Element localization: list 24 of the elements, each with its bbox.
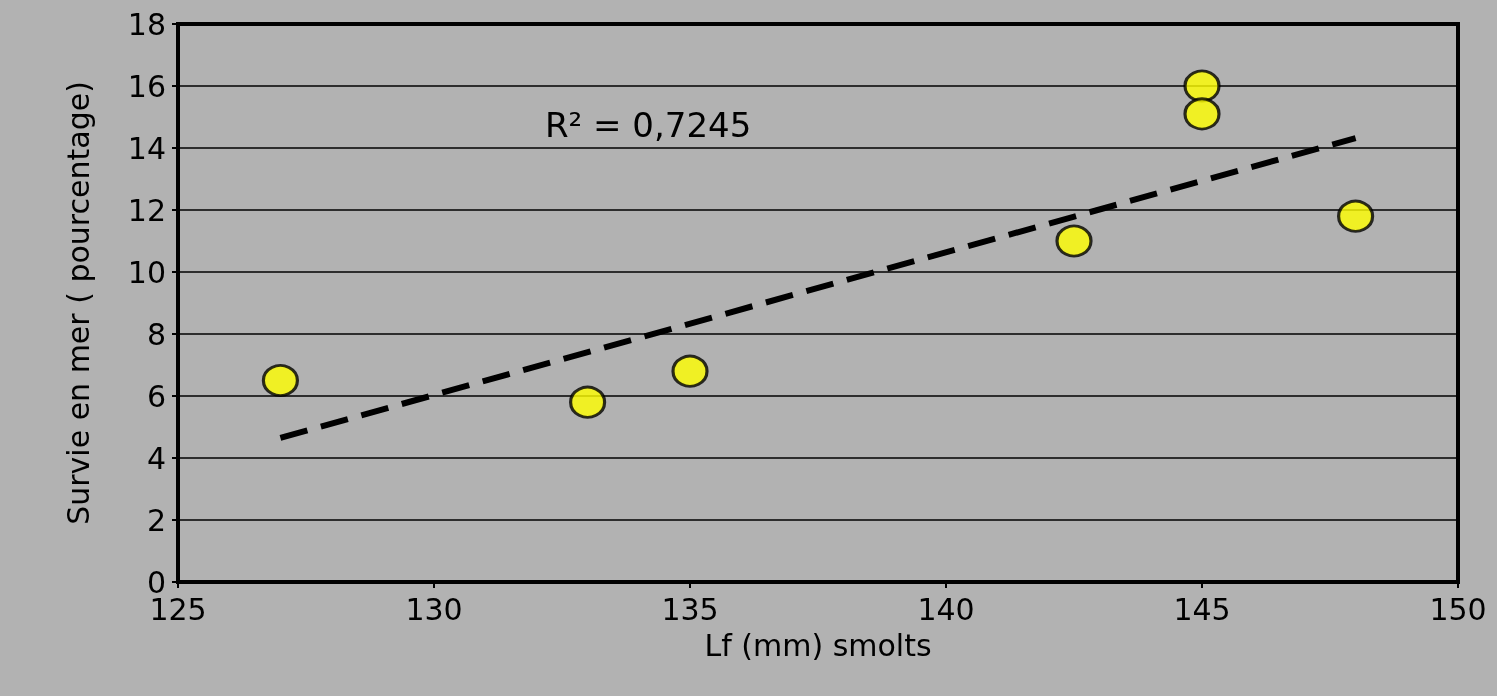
x-tick-label: 140 — [917, 591, 975, 627]
x-axis-title: Lf (mm) smolts — [704, 627, 932, 663]
annotation: R² = 0,7245 — [545, 105, 752, 145]
y-tick-label: 12 — [127, 192, 166, 228]
y-tick-label: 8 — [146, 316, 166, 352]
y-axis-title: Survie en mer ( pourcentage) — [60, 81, 96, 525]
x-tick-label: 150 — [1429, 591, 1487, 627]
y-tick-label: 14 — [127, 130, 166, 166]
point — [261, 364, 299, 397]
point — [1183, 97, 1221, 131]
y-tick-label: 4 — [146, 440, 166, 476]
y-tick-label: 6 — [146, 378, 166, 414]
y-tick-label: 10 — [127, 254, 166, 290]
point — [1055, 224, 1093, 258]
x-tick-label: 135 — [661, 591, 719, 627]
x-tick-label: 145 — [1173, 591, 1231, 627]
point — [1337, 199, 1375, 233]
y-tick-label: 2 — [146, 502, 166, 538]
point — [671, 354, 709, 388]
point — [569, 385, 607, 419]
y-tick-label: 18 — [127, 6, 166, 42]
y-tick-label: 16 — [127, 68, 166, 104]
point — [1183, 69, 1221, 103]
x-tick-label: 130 — [405, 591, 463, 627]
